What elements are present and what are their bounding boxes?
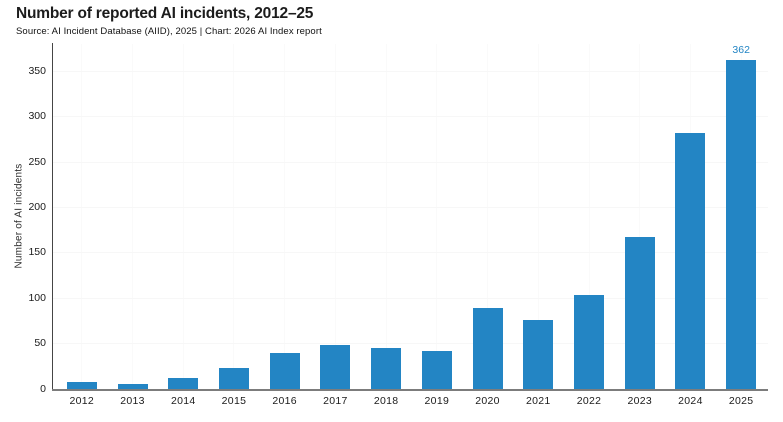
gridline-vertical xyxy=(436,44,438,389)
gridline-horizontal xyxy=(53,206,768,208)
x-tick-label: 2016 xyxy=(272,395,297,407)
gridline-vertical xyxy=(537,44,539,389)
x-tick-label: 2020 xyxy=(475,395,500,407)
y-tick-label: 50 xyxy=(34,337,46,350)
gridline-vertical xyxy=(639,44,641,389)
gridline-vertical xyxy=(588,44,590,389)
y-tick-label: 250 xyxy=(28,155,46,168)
x-tick-label: 2022 xyxy=(576,395,602,407)
bar-2016 xyxy=(269,352,300,389)
y-tick-label: 0 xyxy=(40,382,46,395)
gridline-horizontal xyxy=(53,161,768,163)
x-tick-label: 2024 xyxy=(678,395,703,407)
y-tick-label: 100 xyxy=(28,291,46,304)
gridline-horizontal xyxy=(53,70,768,72)
bar-2024 xyxy=(675,132,706,389)
y-axis-line xyxy=(51,43,53,389)
gridline-vertical xyxy=(284,44,286,389)
y-tick-label: 350 xyxy=(28,64,46,77)
x-tick-label: 2018 xyxy=(373,395,399,407)
bar-2012 xyxy=(66,381,97,389)
chart-source: Source: AI Incident Database (AIID), 202… xyxy=(16,26,322,37)
x-tick-label: 2025 xyxy=(728,395,754,407)
bar-2022 xyxy=(574,294,604,389)
gridline-horizontal xyxy=(53,343,768,345)
gridline-vertical xyxy=(233,44,235,389)
x-tick-label: 2023 xyxy=(627,395,652,407)
bar-2023 xyxy=(624,237,655,389)
x-tick-label: 2021 xyxy=(525,395,551,407)
bar-2021 xyxy=(523,320,554,389)
gridline-vertical xyxy=(182,44,184,389)
gridline-vertical xyxy=(132,44,134,389)
x-tick-label: 2012 xyxy=(69,395,95,407)
bar-2015 xyxy=(218,368,249,389)
gridline-horizontal xyxy=(53,297,768,299)
bar-2013 xyxy=(117,383,148,389)
gridline-vertical xyxy=(334,44,336,389)
x-tick-label: 2015 xyxy=(221,395,247,407)
y-tick-label: 300 xyxy=(28,110,46,123)
gridline-horizontal xyxy=(53,116,768,118)
chart-title: Number of reported AI incidents, 2012–25 xyxy=(16,5,314,22)
gridline-vertical xyxy=(385,44,387,389)
gridline-vertical xyxy=(81,44,83,389)
x-tick-label: 2014 xyxy=(170,395,196,407)
bar-2014 xyxy=(168,378,199,389)
y-tick-label: 150 xyxy=(28,246,46,259)
gridline-horizontal xyxy=(53,252,768,254)
bar-value-label: 362 xyxy=(732,44,750,57)
bar-2018 xyxy=(371,348,402,389)
x-tick-label: 2017 xyxy=(323,395,348,407)
bar-2017 xyxy=(320,344,351,389)
x-tick-label: 2019 xyxy=(424,395,450,407)
gridline-vertical xyxy=(487,44,489,389)
x-tick-label: 2013 xyxy=(120,395,145,407)
bar-2019 xyxy=(421,350,452,389)
x-axis-line xyxy=(51,389,768,391)
bar-2025 xyxy=(726,60,757,389)
y-tick-label: 200 xyxy=(28,200,46,213)
bar-2020 xyxy=(472,308,503,389)
